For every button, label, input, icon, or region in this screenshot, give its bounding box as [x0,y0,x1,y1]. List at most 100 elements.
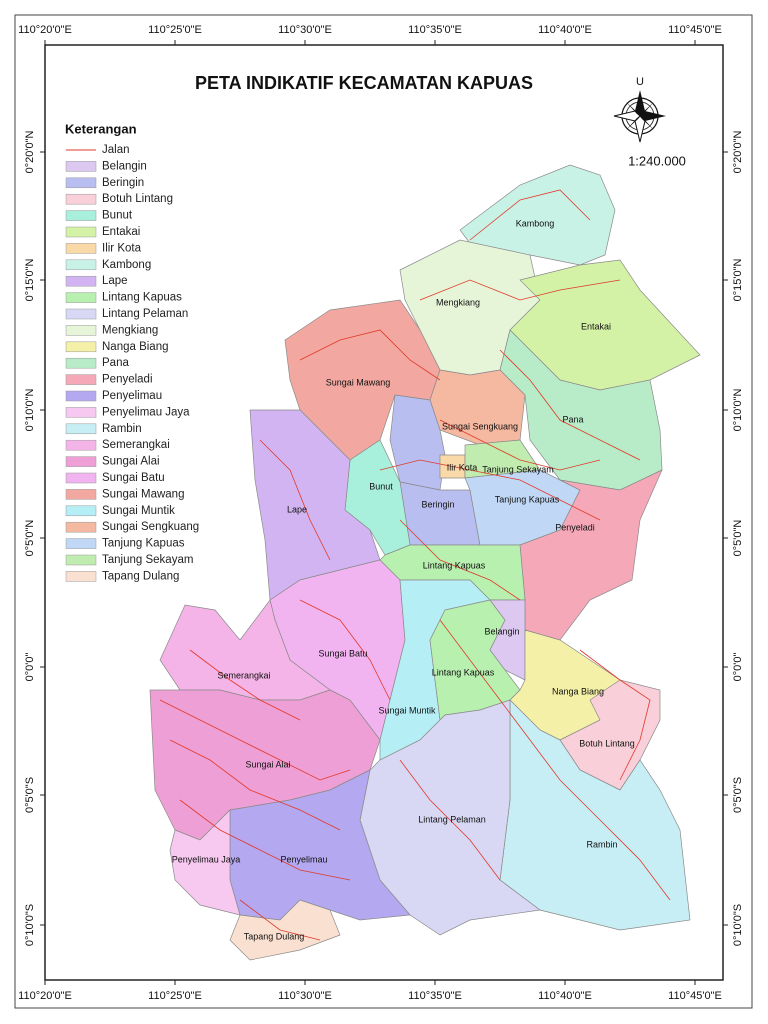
grid-label-right: 0°15'0"N [732,259,744,302]
grid-label-left: 0°0'0" [24,653,36,682]
region-label: Pana [562,414,583,424]
road [439,619,671,901]
grid-label-bottom: 110°40'0"E [538,990,592,1002]
grid-label-bottom: 110°30'0"E [278,990,332,1002]
legend-label: Penyelimau [102,390,162,402]
road [159,699,351,781]
grid-label-bottom: 110°20'0"E [18,990,72,1002]
legend-label: Pana [102,357,129,369]
grid-label-top: 110°25'0"E [148,24,202,36]
scale-text: 1:240.000 [628,153,686,168]
region-label: Mengkiang [436,297,480,307]
road [179,799,351,881]
legend-label: Kambong [102,259,151,271]
legend-swatch [65,407,97,418]
grid-label-bottom: 110°35'0"E [408,990,462,1002]
grid-label-right: 0°10'0"N [732,389,744,432]
map-title: PETA INDIKATIF KECAMATAN KAPUAS [195,73,533,93]
grid-label-left: 0°5'0"S [24,777,36,813]
legend-swatch [65,325,97,336]
region-label: Ilir Kota [447,462,478,472]
north-label: U [636,76,644,88]
legend-label: Lintang Kapuas [102,292,182,304]
legend-swatch [65,292,97,303]
legend-swatch [65,505,97,517]
grid-label-left: 0°10'0"N [24,389,36,432]
region-label: Bunut [369,481,393,491]
grid-label-left: 0°5'0"N [24,520,36,557]
legend-label: Tanjung Kapuas [102,538,185,550]
region-label: Beringin [421,499,454,509]
region-label: Kambong [516,218,555,228]
legend-label: Tapang Dulang [102,570,179,582]
road [499,349,641,461]
grid-label-right: 0°0'0" [732,653,744,682]
road [299,329,441,381]
road [439,419,601,471]
legend-label: Sungai Muntik [102,505,175,517]
region [399,481,481,546]
legend-label: Sungai Sengkuang [102,521,199,533]
legend-swatch [65,571,97,582]
legend-swatch [65,554,97,566]
road [379,459,601,521]
grid-label-left: 0°10'0"S [24,904,36,946]
legend-label: Penyeladi [102,374,153,386]
region-label: Botuh Lintang [579,738,635,748]
north-arrow [613,90,666,143]
region-label: Penyelimau Jaya [172,854,241,864]
legend-swatch [65,226,97,238]
grid-label-top: 110°30'0"E [278,24,332,36]
legend-swatch [65,210,97,221]
region-label: Lintang Kapuas [423,560,486,570]
road [419,279,621,301]
legend-label: Sungai Batu [102,472,165,484]
legend-swatch [65,472,97,484]
legend-swatch [65,423,97,435]
legend: Jalan Belangin Beringin Botuh Lintang Bunut E… [65,144,199,582]
region [249,409,381,601]
road [259,439,331,561]
region-label: Belangin [484,626,519,636]
legend-label: Semerangkai [102,439,170,451]
grid-label-top: 110°40'0"E [538,24,592,36]
region [229,899,341,961]
region-label: Nanga Biang [552,686,604,696]
legend-swatch [65,341,97,353]
legend-label: Entakai [102,226,140,238]
legend-swatch [65,161,97,172]
road [399,519,521,601]
outer-frame [14,14,753,1009]
legend-label: Sungai Alai [102,456,160,468]
region-label: Sungai Batu [318,648,367,658]
grid-label-top: 110°20'0"E [18,24,72,36]
legend-swatch [65,456,97,467]
grid-label-right: 0°5'0"S [732,777,744,813]
legend-label: Rambin [102,423,142,435]
legend-swatch [65,243,97,254]
road [299,599,391,701]
legend-title: Keterangan [65,121,137,136]
legend-label: Bunut [102,210,133,222]
region-label: Tapang Dulang [244,931,305,941]
region-label: Lintang Pelaman [418,814,486,824]
legend-label: Botuh Lintang [102,193,173,205]
region-label: Penyeladi [555,522,595,532]
road [399,759,501,881]
region-label: Penyelimau [280,854,327,864]
legend-label: Sungai Mawang [102,488,184,500]
legend-swatch [65,390,97,402]
region-label: Tanjung Sekayam [482,464,554,474]
roads [159,189,671,941]
legend-label: Lintang Pelaman [102,308,188,320]
grid-label-top: 110°45'0"E [668,24,722,36]
legend-label: Belangin [102,160,147,172]
legend-swatch [65,538,97,549]
road [189,649,301,721]
legend-label: Penyelimau Jaya [102,406,190,418]
region-label: Sungai Mawang [326,377,391,387]
grid-label-left: 0°15'0"N [24,259,36,302]
legend-label: Jalan [102,144,130,156]
